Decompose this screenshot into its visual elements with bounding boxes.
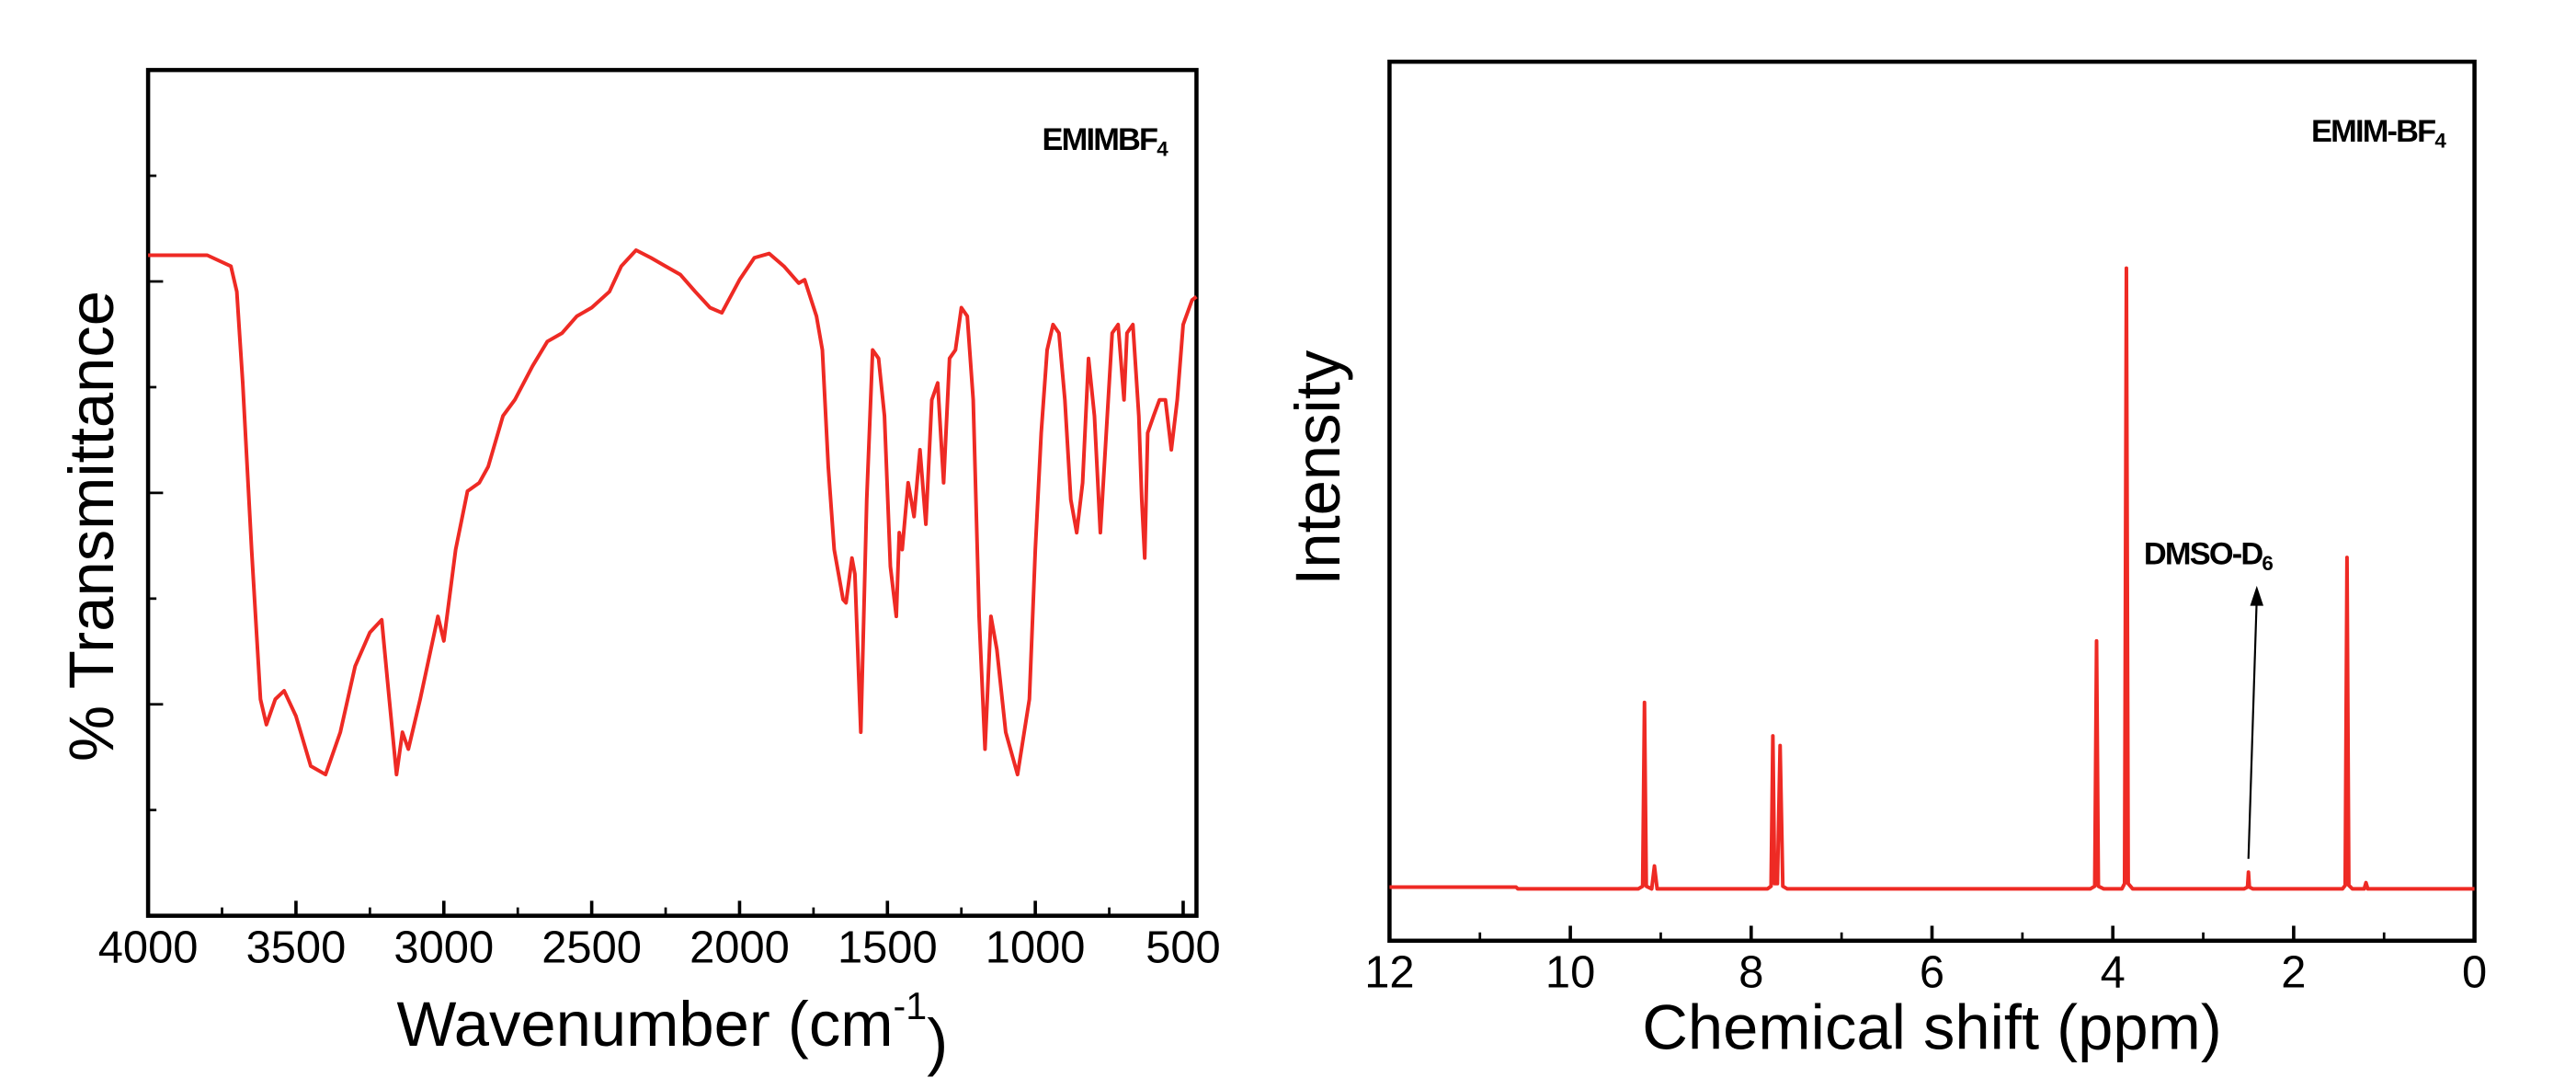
subscript: 4 [1157, 138, 1168, 161]
text-part: Chemical shift (ppm) [1642, 992, 2222, 1062]
plot-frame [1387, 59, 2477, 944]
spectrum-line [148, 247, 1198, 777]
x-tick-label: 2000 [690, 923, 790, 972]
annotation-arrow-head [2250, 585, 2264, 606]
y-axis-title: % Transmittance [56, 291, 127, 762]
label: EMIM-BF4 [2311, 114, 2446, 153]
subscript: 6 [2262, 552, 2273, 575]
text-part: ) [927, 1006, 948, 1077]
superscript: -1 [894, 985, 928, 1027]
text-part: Wavenumber (cm [396, 989, 893, 1060]
x-tick-label: 0 [2462, 947, 2487, 997]
label: Chemical shift (ppm) [1642, 992, 2222, 1062]
label: DMSO-D6 [2144, 536, 2274, 575]
x-tick-label: 1000 [986, 923, 1086, 972]
label: Wavenumber (cm-1) [396, 985, 948, 1077]
x-tick-label: 8 [1738, 947, 1763, 997]
x-tick-label: 12 [1364, 947, 1414, 997]
x-tick-label: 1500 [838, 923, 938, 972]
text-part: EMIMBF [1043, 122, 1158, 157]
x-tick-label: 4 [2101, 947, 2126, 997]
annotation-arrow-shaft [2247, 597, 2258, 859]
x-tick-label: 500 [1146, 923, 1221, 972]
x-tick-label: 3500 [246, 923, 347, 972]
y-axis-title: Intensity [1282, 350, 1353, 586]
x-tick-label: 10 [1545, 947, 1595, 997]
label: EMIMBF4 [1043, 122, 1169, 161]
x-tick-label: 4000 [98, 923, 199, 972]
subscript: 4 [2434, 130, 2446, 153]
x-tick-label: 2500 [541, 923, 642, 972]
text-part: DMSO-D [2144, 536, 2263, 571]
x-tick-label: 3000 [393, 923, 494, 972]
text-part: EMIM-BF [2311, 114, 2435, 149]
x-tick-label: 2 [2281, 947, 2306, 997]
x-tick-label: 6 [1920, 947, 1944, 997]
spectrum-line [1389, 266, 2475, 891]
